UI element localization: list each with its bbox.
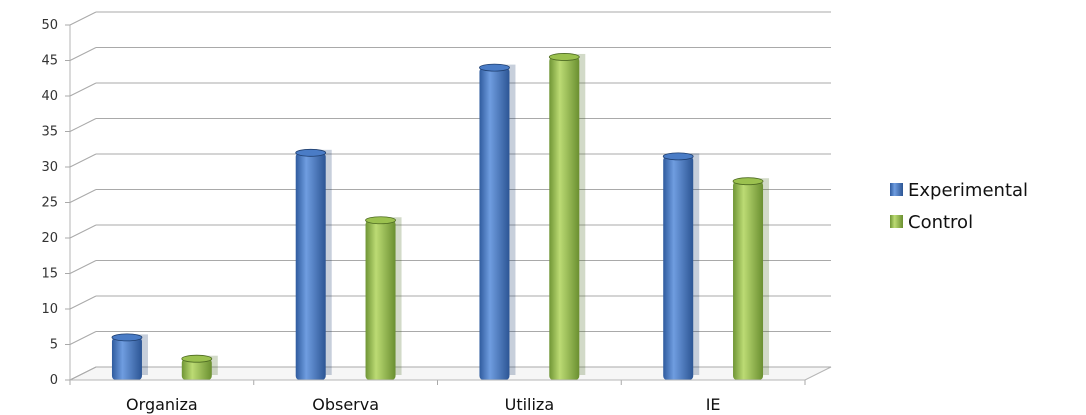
gridlines <box>69 11 831 381</box>
bar-group <box>295 148 332 380</box>
gridline-diagonal <box>69 366 97 381</box>
x-tick-label: IE <box>706 395 721 414</box>
y-tick-label: 20 <box>41 231 58 246</box>
gridline-diagonal <box>69 153 97 168</box>
bar <box>733 181 764 380</box>
bar-group <box>548 53 586 380</box>
bar-top <box>732 177 764 186</box>
bar-group <box>662 152 700 380</box>
bar-group <box>181 354 218 380</box>
x-tick-label: Utiliza <box>505 395 555 414</box>
y-tick-label: 15 <box>41 267 58 282</box>
bar-top <box>548 53 580 61</box>
y-tick-label: 25 <box>41 196 58 211</box>
bar-top <box>365 216 396 225</box>
gridline-diagonal <box>69 189 97 203</box>
bar <box>663 156 694 380</box>
legend-label: Control <box>908 212 973 233</box>
bars <box>111 53 770 380</box>
gridline-diagonal <box>69 260 97 274</box>
x-axis: Organiza Observa Utiliza IE <box>69 379 806 414</box>
gridline-diagonal <box>69 47 97 61</box>
legend: Experimental Control <box>890 180 1028 233</box>
gridline-diagonal <box>69 118 97 132</box>
bar <box>295 152 326 380</box>
bar-top <box>111 333 143 342</box>
y-tick-label: 0 <box>50 373 58 388</box>
legend-swatch <box>890 183 903 196</box>
y-axis: 0 5 10 15 20 25 30 35 40 45 50 <box>41 18 70 388</box>
bar-top <box>479 63 510 72</box>
legend-item: Experimental <box>890 180 1028 201</box>
bar <box>181 358 212 380</box>
y-tick-label: 10 <box>41 302 58 317</box>
bar-group <box>732 177 770 380</box>
y-tick-label: 35 <box>41 125 58 140</box>
bar <box>479 67 510 380</box>
bar-group <box>111 333 148 380</box>
bar-group <box>479 63 516 380</box>
gridline-diagonal <box>69 224 97 239</box>
bar-top <box>295 148 327 157</box>
plot-frame <box>69 25 832 381</box>
bar <box>365 220 396 380</box>
y-tick-label: 5 <box>50 338 58 353</box>
legend-label: Experimental <box>908 180 1028 201</box>
gridline-diagonal <box>69 82 97 97</box>
bar <box>111 337 142 380</box>
gridline-diagonal <box>69 11 97 26</box>
y-tick-label: 50 <box>41 18 58 33</box>
y-tick-label: 45 <box>41 54 58 69</box>
gridline-diagonal <box>69 331 97 345</box>
x-tick-label: Observa <box>312 395 379 414</box>
legend-item: Control <box>890 212 973 233</box>
x-tick-label: Organiza <box>126 395 198 414</box>
bar-top <box>662 152 694 161</box>
bar-top <box>181 354 213 363</box>
y-tick-label: 30 <box>41 160 58 175</box>
bar-group <box>365 216 402 380</box>
y-tick-label: 40 <box>41 89 58 104</box>
bar <box>549 56 580 380</box>
gridline-diagonal <box>69 295 97 310</box>
legend-swatch <box>890 215 903 228</box>
